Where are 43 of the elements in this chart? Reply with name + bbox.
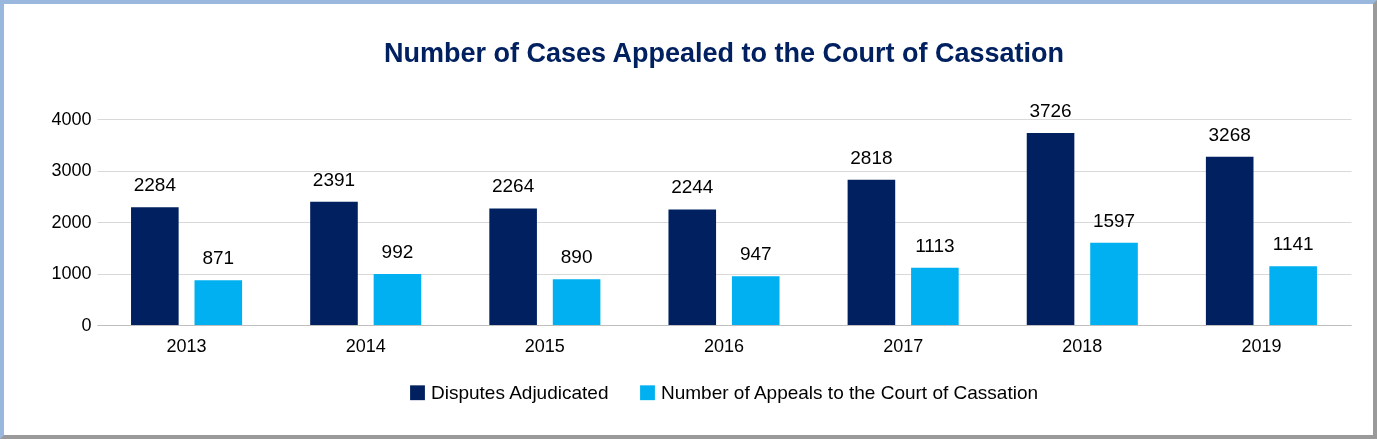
data-label: 2284 bbox=[133, 174, 177, 196]
y-tick-label: 1000 bbox=[51, 263, 92, 283]
y-tick-label: 0 bbox=[81, 314, 92, 335]
y-tick-label: 3000 bbox=[51, 160, 92, 180]
data-label: 1113 bbox=[915, 234, 955, 256]
x-tick-label: 2017 bbox=[883, 335, 924, 356]
y-tick-label: 4000 bbox=[51, 108, 92, 129]
x-tick-label: 2018 bbox=[1062, 335, 1103, 356]
bar bbox=[489, 208, 537, 325]
data-label: 947 bbox=[739, 243, 772, 265]
legend-label: Disputes Adjudicated bbox=[431, 381, 609, 403]
bar bbox=[552, 279, 601, 325]
legend-label: Number of Appeals to the Court of Cassation bbox=[661, 381, 1039, 403]
bar bbox=[1090, 242, 1138, 325]
data-label: 871 bbox=[202, 247, 235, 269]
x-tick-label: 2016 bbox=[703, 335, 745, 356]
data-label: 3726 bbox=[1029, 100, 1072, 122]
x-tick-label: 2014 bbox=[345, 335, 386, 356]
data-label: 3268 bbox=[1208, 123, 1251, 145]
bar bbox=[373, 273, 422, 325]
bar bbox=[847, 179, 896, 325]
bar bbox=[1026, 133, 1075, 325]
bar bbox=[731, 276, 780, 325]
data-label: 2264 bbox=[491, 175, 535, 197]
data-label: 890 bbox=[560, 246, 593, 268]
bar bbox=[310, 201, 358, 325]
data-label: 2391 bbox=[312, 168, 356, 190]
bar bbox=[1269, 266, 1317, 325]
data-label: 1597 bbox=[1092, 209, 1136, 231]
bar bbox=[668, 209, 717, 325]
x-tick-label: 2019 bbox=[1241, 335, 1282, 356]
x-tick-label: 2013 bbox=[166, 335, 207, 356]
x-tick-label: 2015 bbox=[524, 335, 565, 356]
data-label: 992 bbox=[381, 240, 414, 262]
bar bbox=[911, 267, 959, 325]
data-label: 2818 bbox=[850, 146, 893, 168]
bar bbox=[1205, 156, 1254, 325]
y-tick-label: 2000 bbox=[51, 211, 92, 232]
data-label: 1141 bbox=[1272, 233, 1314, 255]
data-label: 2244 bbox=[671, 176, 714, 198]
bar bbox=[131, 207, 179, 325]
bar bbox=[194, 280, 243, 325]
chart-title: Number of Cases Appealed to the Court of Cassation bbox=[383, 38, 1065, 69]
